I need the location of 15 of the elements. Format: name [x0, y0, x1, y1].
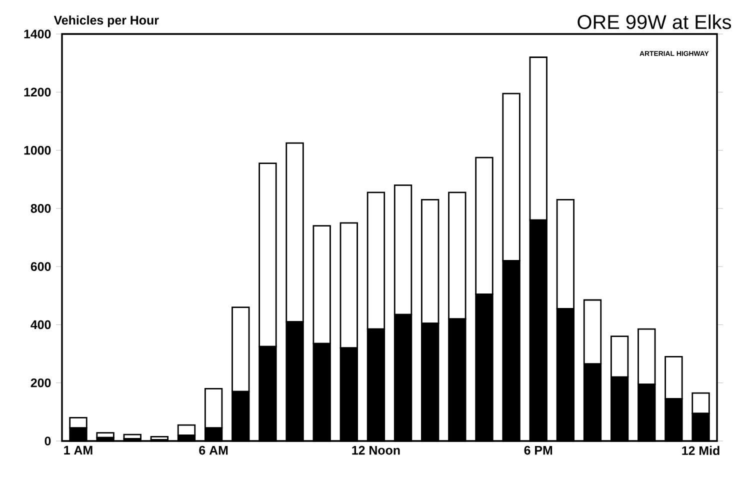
x-tick-label: 12 Noon [352, 446, 400, 455]
y-tick-label: 400 [30, 320, 51, 330]
x-tick-label: 6 AM [199, 446, 228, 455]
x-tick-label: 6 PM [524, 446, 552, 455]
x-tick-label: 1 AM [64, 446, 92, 454]
y-tick-label: 1400 [24, 30, 51, 38]
y-tick-label: 1200 [24, 88, 51, 97]
y-tick-label: 600 [30, 262, 51, 271]
y-tick-label: 200 [30, 378, 51, 388]
chart-title: ORE 99W at Elks [578, 14, 732, 30]
y-tick-label: 1000 [24, 146, 51, 155]
y-tick-label: 800 [30, 204, 51, 213]
x-tick-label: 12 Mid [682, 446, 720, 456]
y-tick-label: 0 [44, 436, 51, 446]
y-axis-title: Vehicles per Hour [54, 15, 159, 28]
